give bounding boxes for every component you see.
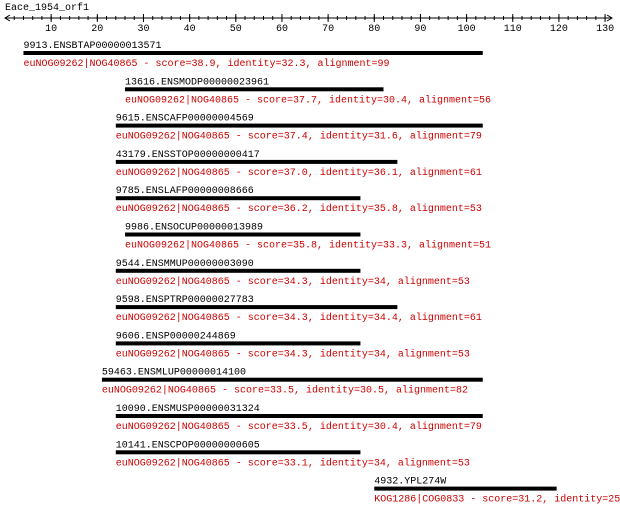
hit-bar — [125, 87, 384, 92]
hit-bar — [23, 51, 483, 55]
hit-bar — [125, 232, 361, 237]
hit-name: 13616.ENSMODP00000023961 — [125, 77, 269, 88]
hit-bar — [115, 414, 483, 418]
ruler-title: Eace_1954_orf1 — [5, 2, 89, 14]
hit-annotation: euNOG09262|NOG40865 - score=34.3, identi… — [116, 312, 482, 324]
hit-annotation: euNOG09262|NOG40865 - score=37.4, identi… — [116, 131, 482, 143]
hit-name: 9544.ENSMMUP00000003090 — [116, 259, 254, 270]
hit-bar — [115, 450, 361, 455]
hit-annotation: euNOG09262|NOG40865 - score=33.1, identi… — [116, 457, 470, 469]
tick-label: 40 — [184, 24, 196, 35]
hit-annotation: euNOG09262|NOG40865 - score=36.2, identi… — [116, 203, 482, 215]
hit-bar — [115, 123, 483, 128]
hit-name: 9598.ENSPTRP00000027783 — [116, 295, 254, 306]
tick-label: 100 — [458, 24, 476, 35]
tick-label: 130 — [596, 24, 614, 35]
hit-name: 9913.ENSBTAP00000013571 — [23, 41, 161, 52]
tick-label: 30 — [137, 24, 149, 35]
hit-name: 4932.YPL274W — [374, 477, 446, 488]
hit-annotation: euNOG09262|NOG40865 - score=37.7, identi… — [125, 94, 491, 106]
hit-bar — [101, 377, 483, 382]
tick-label: 70 — [322, 24, 334, 35]
tick-label: 20 — [91, 24, 103, 35]
tick-label: 90 — [414, 24, 426, 35]
ruler-arrow — [4, 14, 613, 22]
hit-bar — [115, 268, 361, 273]
hit-name: 9606.ENSP00000244869 — [116, 331, 236, 342]
hit-name: 59463.ENSMLUP00000014100 — [102, 368, 246, 379]
hit-name: 9785.ENSLAFP00000008666 — [116, 186, 254, 197]
hit-annotation: euNOG09262|NOG40865 - score=33.5, identi… — [102, 385, 468, 397]
hit-annotation: euNOG09262|NOG40865 - score=35.8, identi… — [125, 240, 491, 252]
tick-label: 10 — [45, 24, 57, 35]
hit-name: 10141.ENSCPOP00000000605 — [116, 440, 260, 451]
hit-name: 9986.ENSOCUP00000013989 — [125, 223, 263, 234]
tick-label: 120 — [550, 24, 568, 35]
hit-annotation: euNOG09262|NOG40865 - score=34.3, identi… — [116, 348, 470, 360]
hit-bar — [115, 341, 361, 346]
hit-annotation: euNOG09262|NOG40865 - score=34.3, identi… — [116, 276, 470, 288]
hit-bar — [374, 486, 557, 491]
tick-label: 110 — [504, 24, 522, 35]
hit-name: 10090.ENSMUSP00000031324 — [116, 404, 260, 415]
hit-bar — [115, 159, 398, 164]
hit-annotation: euNOG09262|NOG40865 - score=37.0, identi… — [116, 167, 482, 179]
hit-annotation: euNOG09262|NOG40865 - score=38.9, identi… — [23, 58, 389, 70]
tick-label: 50 — [230, 24, 242, 35]
hit-name: 9615.ENSCAFP00000004569 — [116, 114, 254, 125]
hit-bar — [115, 305, 398, 310]
tick-label: 60 — [276, 24, 288, 35]
hit-bar — [115, 196, 361, 201]
hit-annotation: euNOG09262|NOG40865 - score=33.5, identi… — [116, 421, 482, 433]
hit-annotation: KOG1286|COG0833 - score=31.2, identity=2… — [374, 494, 620, 506]
tick-label: 80 — [368, 24, 380, 35]
hit-name: 43179.ENSSTOP00000000417 — [116, 150, 260, 161]
